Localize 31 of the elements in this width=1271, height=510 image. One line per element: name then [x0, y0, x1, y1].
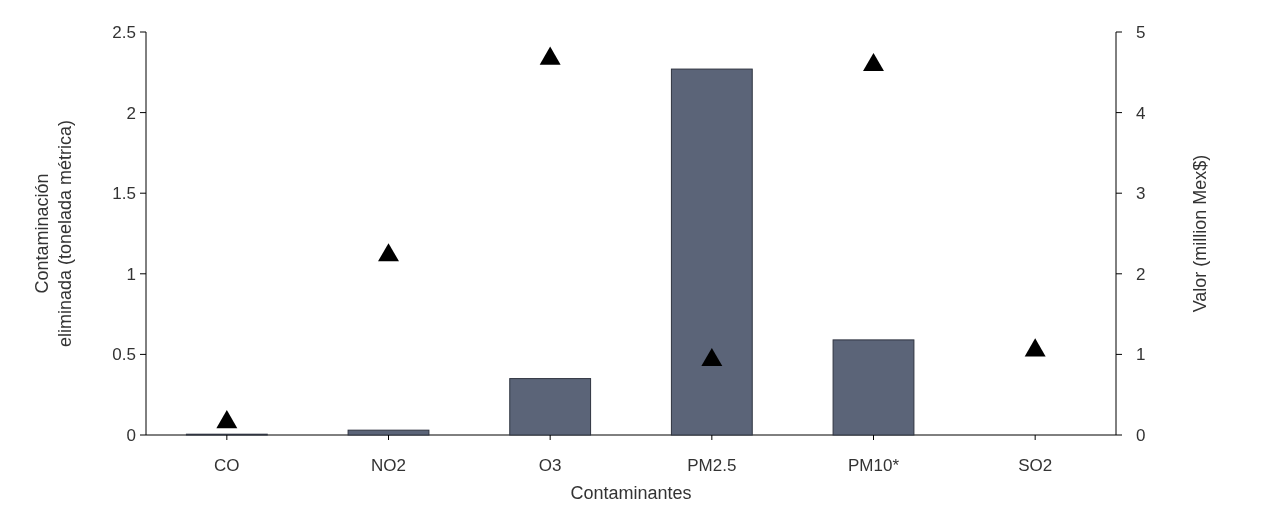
point	[701, 347, 723, 367]
point	[1024, 338, 1046, 357]
point	[863, 52, 884, 72]
bar	[509, 378, 592, 436]
y-tick-label: 0	[126, 425, 136, 445]
y-tick-label: 2	[126, 103, 136, 123]
y2-tick-label: 3	[1136, 184, 1146, 204]
y2-tick-label: 2	[1136, 264, 1146, 284]
point	[216, 410, 238, 429]
y-tick-label: 2.5	[112, 22, 136, 42]
point	[539, 46, 561, 65]
bar	[832, 339, 915, 436]
y-tick-label: 0.5	[112, 345, 136, 365]
y2-tick-label: 4	[1136, 103, 1146, 123]
y2-tick-label: 0	[1136, 425, 1146, 445]
x-tick-label: PM2.5	[687, 456, 737, 475]
y2-axis-title: Valor (million Mex$)	[1190, 154, 1210, 313]
x-tick-label: PM10*	[847, 456, 900, 475]
point	[378, 243, 399, 262]
y2-tick-label: 5	[1136, 22, 1146, 42]
x-tick-label: O3	[538, 456, 562, 475]
y-tick-label: 1	[126, 264, 136, 284]
x-tick-label: SO2	[1018, 456, 1053, 475]
bar	[670, 68, 753, 436]
y2-tick-label: 1	[1136, 345, 1146, 365]
x-tick-label: CO	[214, 456, 240, 475]
x-tick-label: NO2	[371, 456, 406, 475]
bar	[347, 429, 430, 436]
y-tick-label: 1.5	[112, 184, 136, 204]
y-axis-title: Contaminación eliminada (tonelada métrica)	[32, 119, 75, 348]
x-axis-title: Contaminantes	[570, 483, 692, 503]
